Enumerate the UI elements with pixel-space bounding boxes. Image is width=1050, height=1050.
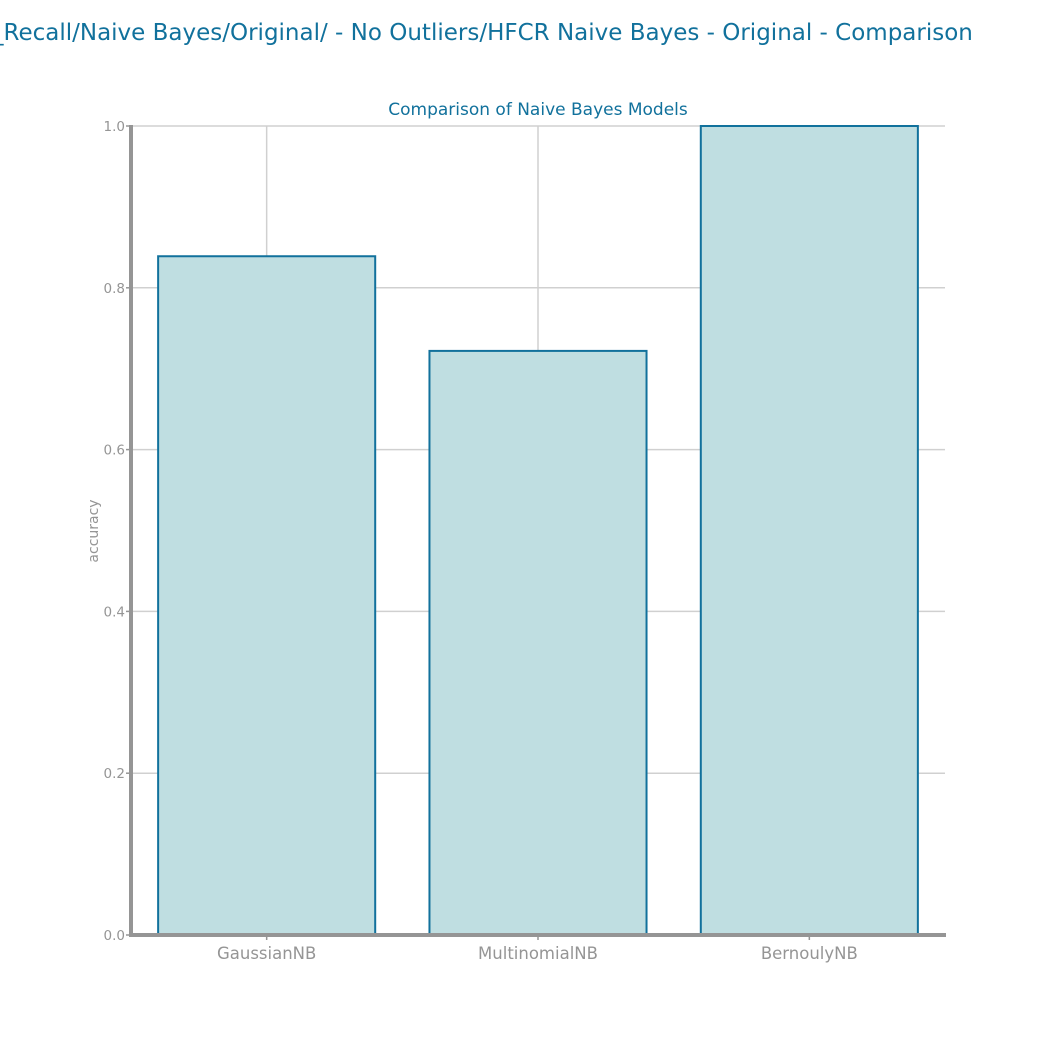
- bar-bernoulynb: [699, 125, 919, 936]
- bar-gaussiannb: [157, 255, 377, 936]
- chart-title: Comparison of Naive Bayes Models: [388, 100, 688, 120]
- bars: [157, 125, 919, 937]
- y-tick-label: 0.8: [104, 281, 125, 297]
- x-tick-label: MultinomialNB: [478, 944, 598, 963]
- y-tick-label: 1.0: [104, 119, 125, 135]
- figure-suptitle: _Recall/Naive Bayes/Original/ - No Outli…: [0, 20, 973, 46]
- bar-multinomialnb: [428, 349, 648, 937]
- y-tick-label: 0.6: [104, 443, 125, 459]
- y-tick-label: 0.0: [104, 928, 125, 944]
- y-axis-label: accuracy: [86, 499, 102, 562]
- x-axis-ticks: GaussianNB MultinomialNB BernoulyNB: [217, 935, 858, 963]
- y-tick-label: 0.4: [104, 604, 125, 620]
- chart: Comparison of Naive Bayes Models accurac…: [86, 100, 946, 963]
- y-tick-label: 0.2: [104, 766, 125, 782]
- y-axis-ticks: 0.0 0.2 0.4 0.6 0.8 1.0: [104, 119, 131, 944]
- x-tick-label: BernoulyNB: [761, 944, 858, 963]
- x-tick-label: GaussianNB: [217, 944, 316, 963]
